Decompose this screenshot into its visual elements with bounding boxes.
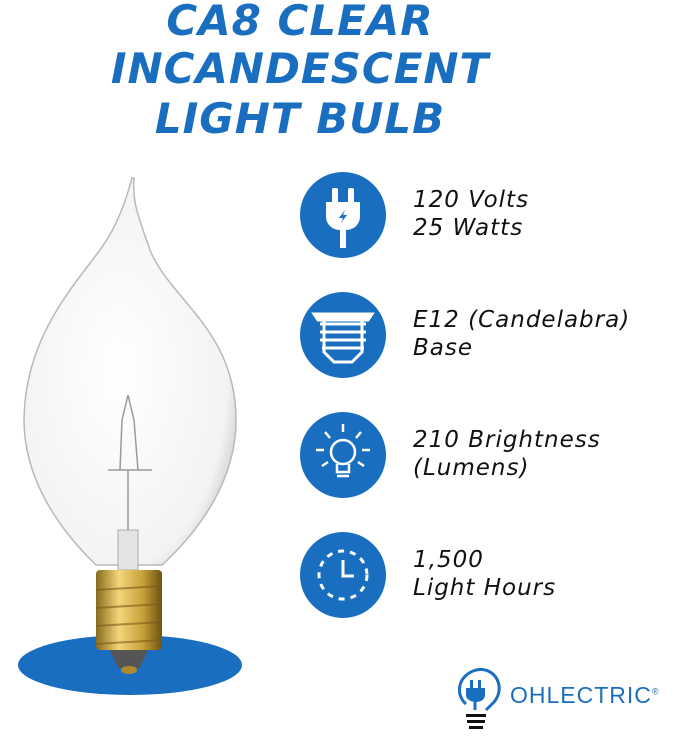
glass-stem [117, 529, 139, 571]
bulb-base-icon [300, 292, 386, 378]
registered-mark: ® [651, 686, 660, 697]
feature-voltage: 120 Volts 25 Watts [300, 172, 679, 260]
brand-logo: OHLECTRIC® [452, 662, 659, 736]
brass-base [96, 570, 162, 650]
feature-line-1: 1,500 [413, 547, 484, 573]
light-bulb-image [18, 177, 242, 695]
brand-plug-bulb-icon [457, 668, 501, 729]
brand-name: OHLECTRIC [510, 682, 652, 708]
feature-line-2: 25 Watts [413, 215, 524, 241]
feature-line-2: (Lumens) [413, 455, 530, 481]
plug-icon [300, 172, 386, 258]
feature-base: E12 (Candelabra) Base [300, 292, 679, 380]
feature-lifespan: 1,500 Light Hours [300, 532, 679, 620]
feature-brightness: 210 Brightness (Lumens) [300, 412, 679, 500]
title-line-3: LIGHT BULB [154, 94, 446, 143]
clock-icon [300, 532, 386, 618]
lightbulb-icon [300, 412, 386, 498]
title-line-1: CA8 CLEAR [166, 0, 434, 45]
bulb-glass [23, 177, 237, 566]
feature-line-2: Base [413, 335, 474, 361]
feature-line-1: 120 Volts [413, 187, 530, 213]
feature-line-1: E12 (Candelabra) [413, 307, 631, 333]
feature-line-1: 210 Brightness [413, 427, 601, 453]
title-line-2: INCANDESCENT [110, 44, 490, 93]
feature-line-2: Light Hours [413, 575, 557, 601]
